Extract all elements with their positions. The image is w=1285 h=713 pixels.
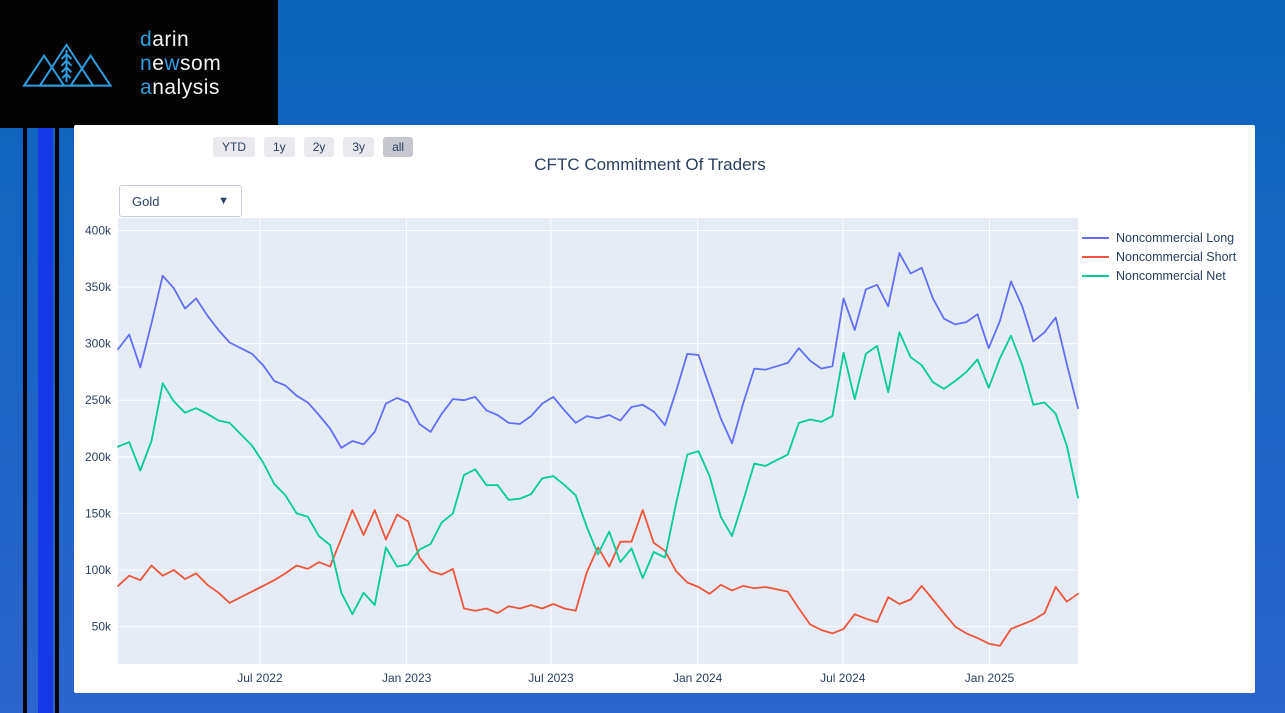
legend-item-noncommercial-net[interactable]: Noncommercial Net bbox=[1082, 266, 1236, 285]
y-axis-tick-label: 350k bbox=[85, 280, 112, 294]
commodity-dropdown[interactable]: Gold ▼ bbox=[119, 185, 242, 217]
y-axis-tick-label: 150k bbox=[85, 506, 112, 520]
range-button-all[interactable]: all bbox=[383, 137, 414, 157]
dropdown-arrow-icon: ▼ bbox=[218, 195, 229, 207]
legend-swatch-icon bbox=[1082, 274, 1109, 277]
y-axis-tick-label: 50k bbox=[92, 620, 112, 634]
decorative-stripe-black-right bbox=[55, 128, 59, 713]
logo-text-line: newsom bbox=[140, 52, 222, 75]
y-axis-tick-label: 300k bbox=[85, 337, 112, 351]
x-axis-tick-label: Jan 2024 bbox=[673, 671, 723, 685]
y-axis-tick-label: 100k bbox=[85, 563, 112, 577]
range-button-2y[interactable]: 2y bbox=[303, 137, 335, 157]
commodity-dropdown-value: Gold bbox=[132, 193, 160, 209]
legend-label: Noncommercial Net bbox=[1116, 268, 1226, 283]
mountains-wheat-logo-icon bbox=[22, 43, 113, 87]
legend-label: Noncommercial Short bbox=[1116, 249, 1237, 264]
legend-swatch-icon bbox=[1082, 255, 1109, 258]
x-axis-tick-label: Jan 2025 bbox=[965, 671, 1015, 685]
y-axis-tick-label: 250k bbox=[85, 393, 112, 407]
logo-box: darin newsom analysis bbox=[0, 0, 278, 128]
logo-text: darin newsom analysis bbox=[140, 28, 221, 100]
range-button-3y[interactable]: 3y bbox=[343, 137, 375, 157]
decorative-stripe-black-left bbox=[23, 128, 27, 713]
x-axis-tick-label: Jan 2023 bbox=[382, 671, 432, 685]
legend-swatch-icon bbox=[1082, 236, 1109, 239]
range-button-1y[interactable]: 1y bbox=[264, 137, 295, 157]
x-axis-tick-label: Jul 2024 bbox=[820, 671, 866, 685]
range-button-ytd[interactable]: YTD bbox=[213, 137, 255, 157]
series-line-noncommercial-net bbox=[117, 331, 1079, 616]
chart-legend: Noncommercial Long Noncommercial Short Non… bbox=[1082, 228, 1236, 285]
plot-background bbox=[118, 218, 1078, 664]
y-axis-tick-label: 200k bbox=[85, 450, 112, 464]
series-line-noncommercial-long bbox=[117, 252, 1079, 449]
decorative-stripe-accent bbox=[38, 128, 53, 713]
x-axis-tick-label: Jul 2022 bbox=[237, 671, 283, 685]
chart-card: Jul 2022 Jan 2023 Jul 2023 Jan 2024 Jul 2024… bbox=[74, 125, 1255, 693]
range-selector: YTD 1y 2y 3y all bbox=[213, 137, 414, 157]
legend-item-noncommercial-long[interactable]: Noncommercial Long bbox=[1082, 228, 1236, 247]
series-line-noncommercial-short bbox=[117, 509, 1079, 647]
cot-chart-plot-area[interactable]: Jul 2022 Jan 2023 Jul 2023 Jan 2024 Jul 2024… bbox=[74, 125, 1255, 693]
logo-text-line: darin bbox=[140, 28, 190, 51]
logo-text-line: analysis bbox=[140, 76, 220, 99]
chart-title: CFTC Commitment Of Traders bbox=[534, 155, 766, 174]
x-axis-tick-label: Jul 2023 bbox=[528, 671, 574, 685]
y-axis-tick-label: 400k bbox=[85, 223, 112, 237]
legend-label: Noncommercial Long bbox=[1116, 230, 1235, 245]
legend-item-noncommercial-short[interactable]: Noncommercial Short bbox=[1082, 247, 1236, 266]
